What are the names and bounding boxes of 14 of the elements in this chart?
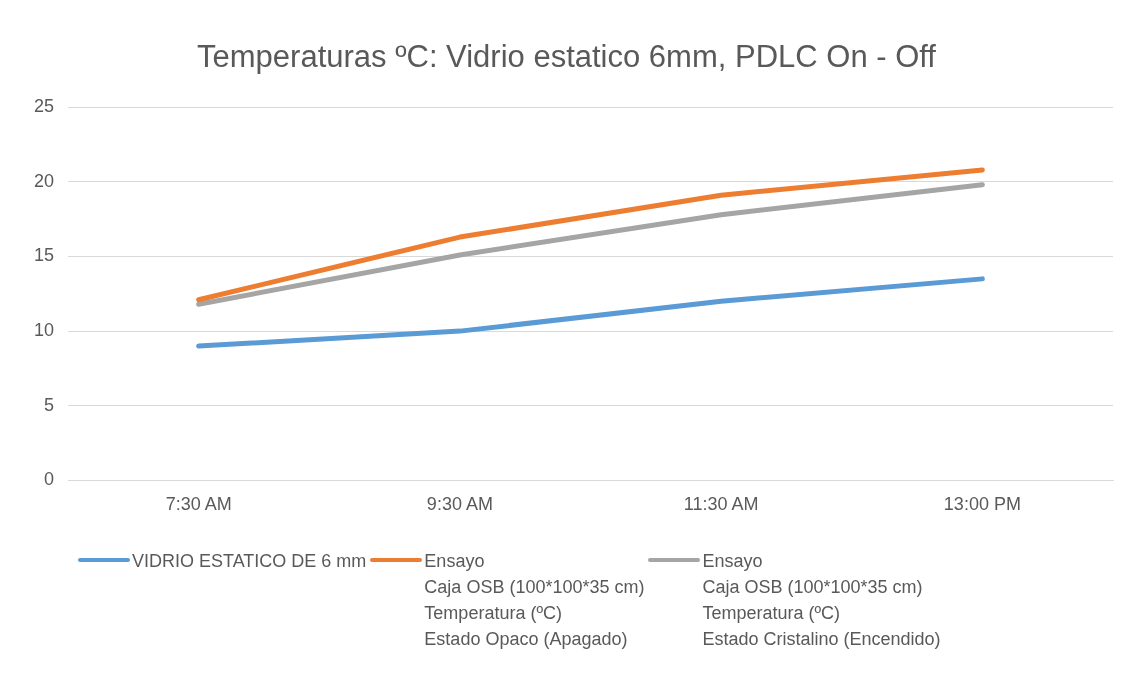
x-tick-label: 13:00 PM: [943, 494, 1021, 515]
y-tick-label: 0: [44, 469, 55, 490]
x-tick-label: 11:30 AM: [683, 494, 759, 515]
y-tick-label: 5: [44, 394, 55, 415]
x-tick-label: 7:30 AM: [165, 494, 232, 515]
y-tick-label: 25: [33, 96, 55, 117]
y-tick-label: 20: [33, 170, 55, 191]
y-tick-label: 15: [33, 245, 55, 266]
legend-label: Ensayo Caja OSB (100*100*35 cm) Temperatura (ºC) Estado Cristalino (Encendido): [702, 550, 941, 651]
legend-label: VIDRIO ESTATICO DE 6 mm: [132, 550, 367, 573]
chart-title: Temperaturas ºC: Vidrio estatico 6mm, PDLC On - Off: [197, 39, 937, 75]
y-tick-label: 10: [33, 320, 55, 341]
x-tick-label: 9:30 AM: [426, 494, 493, 515]
legend-label: Ensayo Caja OSB (100*100*35 cm) Temperatura (ºC) Estado Opaco (Apagado): [424, 550, 645, 651]
